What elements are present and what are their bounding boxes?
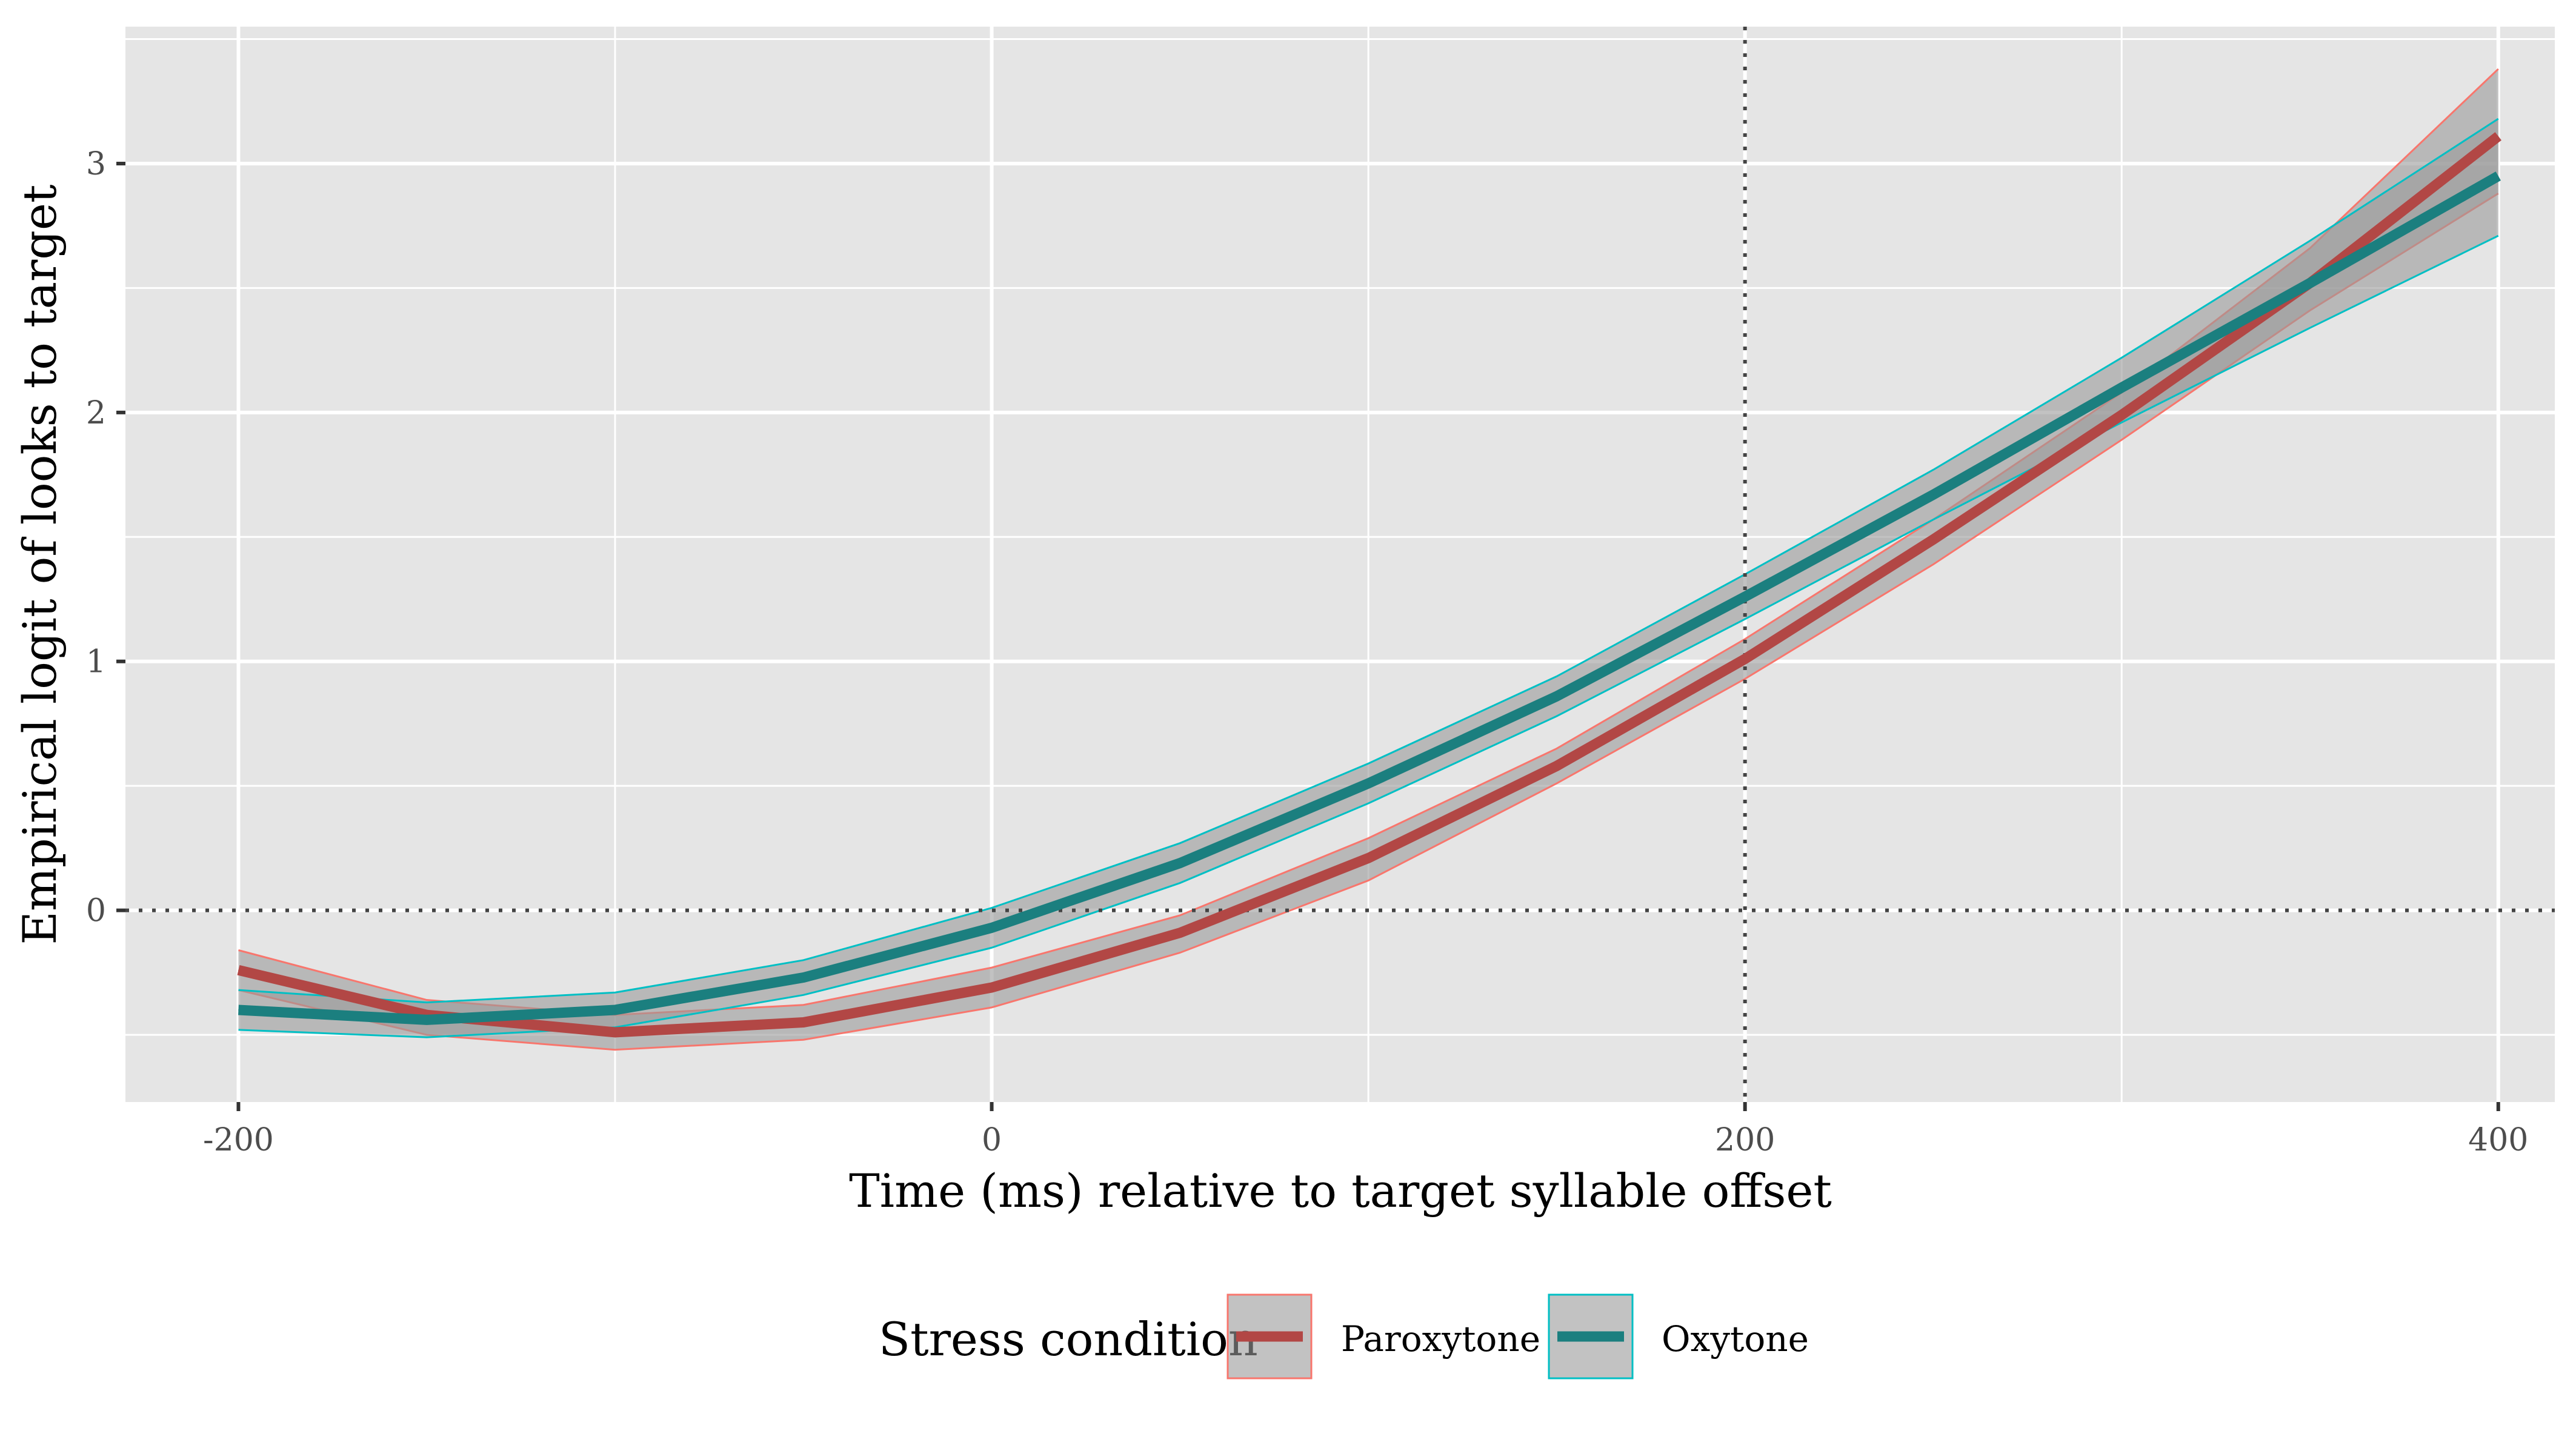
data-point-oxytone: [2309, 282, 2311, 284]
y-tick-label: 3: [86, 146, 106, 182]
series-lines: [237, 132, 2501, 1038]
reference-lines: [125, 27, 2555, 1102]
data-point-oxytone: [238, 1009, 239, 1011]
x-axis-title: Time (ms) relative to target syllable of…: [849, 1164, 1832, 1218]
legend-label-oxytone: Oxytone: [1662, 1318, 1809, 1360]
x-tick-label: 400: [2468, 1122, 2528, 1158]
data-point-oxytone: [803, 977, 804, 978]
y-tick-label: 2: [86, 395, 106, 431]
data-point-paroxytone: [1932, 539, 1934, 540]
legend-keys: [1226, 1293, 1634, 1380]
legend: Stress condition Paroxytone Oxytone: [879, 1293, 1809, 1380]
y-tick-label: 0: [86, 893, 106, 929]
data-point-oxytone: [1556, 696, 1557, 697]
axes: -200 0 200 400 0 1 2 3: [86, 146, 2528, 1158]
ribbon-upper-edge-oxytone: [238, 118, 2499, 1004]
plot-panel: [125, 27, 2555, 1102]
data-point-oxytone: [1932, 494, 1934, 495]
data-point-paroxytone: [991, 987, 993, 988]
ribbon-lower-edge-paroxytone: [238, 193, 2499, 1051]
y-axis-title: Empirical logit of looks to target: [13, 184, 67, 945]
legend-title: Stress condition: [879, 1312, 1258, 1366]
data-point-paroxytone: [803, 1022, 804, 1023]
x-tick-label: 0: [982, 1122, 1002, 1158]
data-point-oxytone: [614, 1009, 616, 1011]
x-tick-label: -200: [203, 1122, 274, 1158]
legend-label-paroxytone: Paroxytone: [1341, 1318, 1540, 1360]
y-tick-label: 1: [86, 644, 106, 680]
data-point-paroxytone: [238, 969, 239, 971]
x-tick-label: 200: [1715, 1122, 1775, 1158]
data-point-oxytone: [1368, 783, 1369, 784]
